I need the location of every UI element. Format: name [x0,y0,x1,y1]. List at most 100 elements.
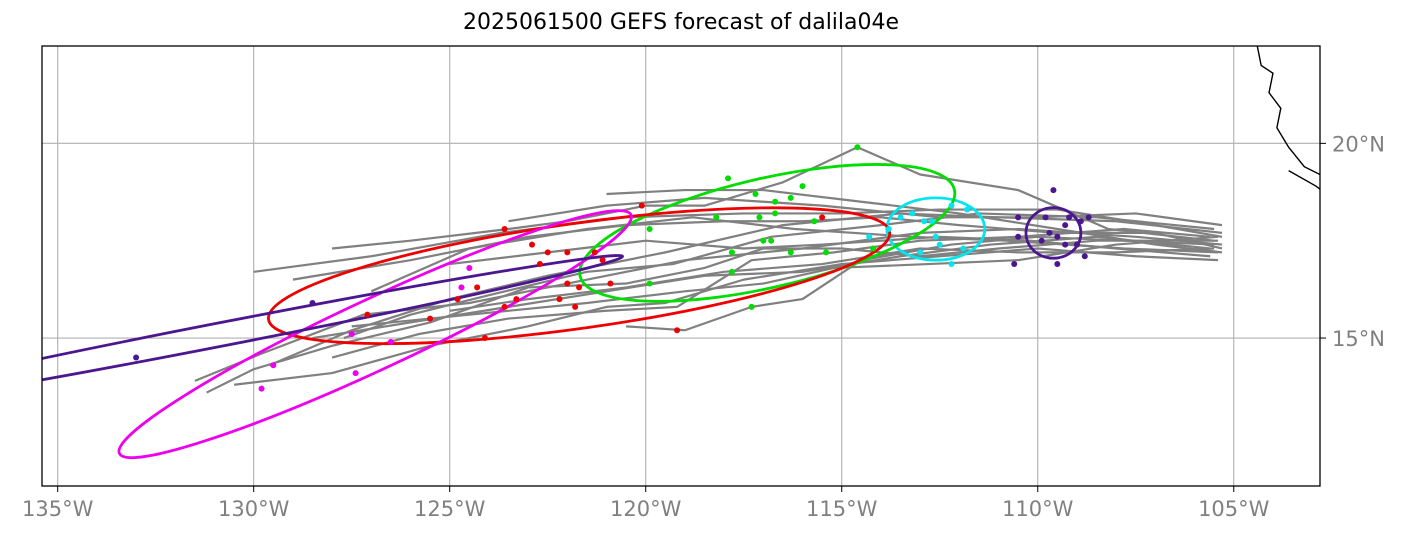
forecast-position-point [501,226,508,233]
forecast-position-point [387,338,394,345]
ensemble-track-line [331,146,1215,250]
uncertainty-ellipse [42,254,624,415]
forecast-position-point [258,385,265,392]
forecast-position-point [576,284,583,291]
forecast-position-point [309,299,316,306]
uncertainty-ellipse [117,209,633,459]
ensemble-track-line [370,216,1219,293]
forecast-position-point [768,237,775,244]
forecast-position-point [748,303,755,310]
forecast-position-point [921,218,928,225]
x-tick-label: 135°W [22,497,94,521]
y-tick-label: 15°N [1332,327,1385,351]
forecast-position-point [133,354,140,361]
forecast-position-point [1077,218,1084,225]
forecast-position-point [454,296,461,303]
forecast-position-point [1054,233,1061,240]
ensemble-track-line [206,239,1219,394]
forecast-position-point [564,249,571,256]
ensemble-track-line [449,247,1215,312]
forecast-position-point [811,218,818,225]
forecast-position-point [481,335,488,342]
forecast-position-point [466,264,473,271]
forecast-position-point [728,268,735,275]
forecast-position-point [760,237,767,244]
forecast-position-point [1054,261,1061,268]
forecast-position-point [1042,214,1049,221]
forecast-position-point [1081,253,1088,260]
uncertainty-ellipse [1024,206,1083,260]
uncertainty-ellipses [42,163,1083,459]
forecast-position-point [1046,229,1053,236]
uncertainty-ellipse [267,206,892,346]
forecast-position-point [725,175,732,182]
forecast-position-point [1011,261,1018,268]
forecast-position-point [1066,214,1073,221]
forecast-position-point [501,303,508,310]
forecast-position-point [607,280,614,287]
forecast-position-point [1015,233,1022,240]
forecast-position-point [638,202,645,209]
forecast-position-point [591,249,598,256]
x-tick-label: 110°W [1002,497,1074,521]
forecast-position-point [1062,241,1069,248]
forecast-position-point [1073,241,1080,248]
forecast-position-point [772,210,779,217]
forecast-position-point [772,198,779,205]
forecast-position-point [564,280,571,287]
forecast-position-point [529,241,536,248]
ensemble-track-line [343,212,1215,340]
forecast-position-point [932,233,939,240]
ensemble-track-line [292,216,1223,281]
forecast-position-point [819,214,826,221]
forecast-position-point [799,183,806,190]
coastline [1256,46,1320,190]
forecast-position-point [646,280,653,287]
x-tick-label: 115°W [806,497,878,521]
forecast-position-point [948,202,955,209]
forecast-position-point [960,245,967,252]
ensemble-tracks [194,146,1223,394]
ensemble-track-line [449,235,1211,266]
forecast-position-point [348,331,355,338]
plot-frame [41,45,1321,487]
forecast-position-point [928,218,935,225]
forecast-position-point [599,257,606,264]
forecast-position-point [752,190,759,197]
y-tick-label: 20°N [1332,132,1385,156]
forecast-position-point [572,303,579,310]
forecast-position-point [917,249,924,256]
x-tick-label: 130°W [218,497,290,521]
ensemble-track-line [508,196,1223,227]
coastline-segment [1288,169,1320,190]
forecast-position-point [885,226,892,233]
forecast-position-point [352,370,359,377]
forecast-positions [133,144,1092,392]
forecast-position-point [854,144,861,151]
forecast-position-point [1085,214,1092,221]
forecast-position-point [756,214,763,221]
forecast-position-point [728,249,735,256]
grid-lines [42,46,1320,486]
forecast-position-point [909,210,916,217]
x-tick-label: 105°W [1198,497,1270,521]
x-tick-label: 125°W [414,497,486,521]
forecast-position-point [1038,237,1045,244]
forecast-position-point [948,261,955,268]
x-tick-label: 120°W [610,497,682,521]
forecast-position-point [866,233,873,240]
ensemble-track-line [606,188,1223,254]
forecast-position-point [964,206,971,213]
forecast-position-point [1062,222,1069,229]
ensemble-track-line [268,212,1223,367]
forecast-position-point [823,249,830,256]
forecast-position-point [474,284,481,291]
forecast-position-point [787,249,794,256]
forecast-position-point [713,214,720,221]
forecast-position-point [364,311,371,318]
forecast-position-point [936,241,943,248]
forecast-position-point [513,296,520,303]
forecast-position-point [897,214,904,221]
forecast-position-point [646,226,653,233]
